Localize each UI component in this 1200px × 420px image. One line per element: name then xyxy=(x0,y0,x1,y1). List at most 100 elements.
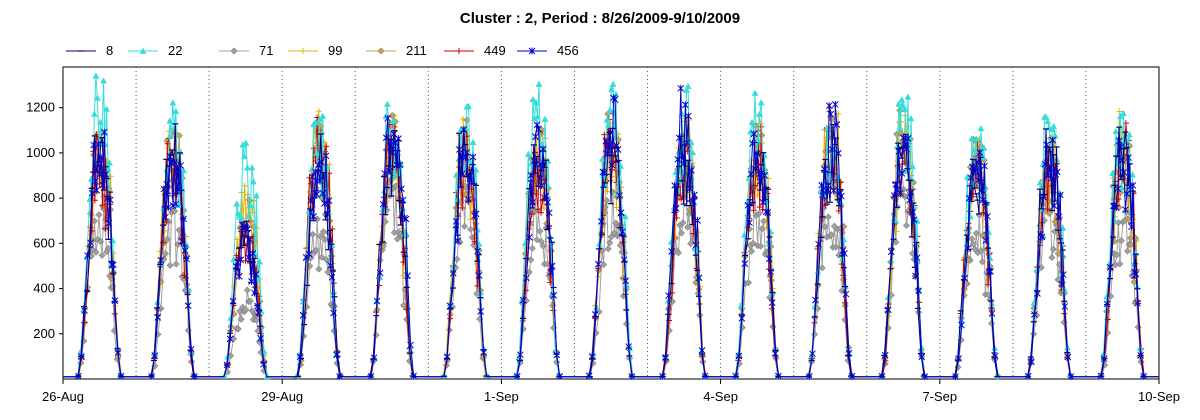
legend-label: 99 xyxy=(328,43,343,58)
series-point-71 xyxy=(604,245,612,253)
series-point-22 xyxy=(90,110,98,117)
series-point-71 xyxy=(977,247,985,255)
series-point-456 xyxy=(526,233,533,241)
series-point-22 xyxy=(245,211,253,219)
series-point-22 xyxy=(684,82,692,90)
series-point-22 xyxy=(529,95,537,103)
series-point-211 xyxy=(977,142,985,150)
series-point-71 xyxy=(1123,247,1132,255)
series-point-22 xyxy=(687,138,695,145)
series-point-71 xyxy=(687,240,695,248)
series-point-456 xyxy=(1128,223,1135,231)
series-point-22 xyxy=(621,212,629,220)
series-point-22 xyxy=(598,155,606,162)
series-point-71 xyxy=(821,223,829,231)
series-point-456 xyxy=(111,297,119,305)
series-point-456 xyxy=(322,152,330,160)
series-point-456 xyxy=(177,161,184,169)
series-point-22 xyxy=(103,105,110,112)
legend-swatch xyxy=(219,47,249,55)
series-point-71 xyxy=(321,235,329,244)
series-point-449 xyxy=(525,225,532,232)
x-tick-label: 10-Sep xyxy=(1138,389,1180,404)
x-tick-label: 4-Sep xyxy=(703,389,738,404)
series-point-456 xyxy=(474,247,481,255)
series-point-456 xyxy=(91,177,99,185)
series-point-456 xyxy=(162,213,169,221)
series-point-22 xyxy=(100,77,107,84)
series-point-456 xyxy=(547,268,555,276)
series-point-456 xyxy=(452,217,460,225)
series-point-449 xyxy=(236,254,243,261)
series-point-456 xyxy=(459,170,466,178)
series-point-456 xyxy=(548,262,556,270)
series-point-22 xyxy=(169,99,177,106)
series-point-456 xyxy=(688,166,695,174)
series-point-456 xyxy=(738,314,746,322)
series-point-456 xyxy=(475,272,483,280)
series-point-456 xyxy=(746,219,753,227)
series-point-456 xyxy=(463,148,471,156)
series-point-456 xyxy=(257,334,264,342)
series-point-456 xyxy=(1137,351,1144,359)
series-point-456 xyxy=(689,197,697,205)
series-point-22 xyxy=(104,165,112,172)
series-point-456 xyxy=(952,373,959,381)
series-point-22 xyxy=(612,90,620,98)
series-point-456 xyxy=(768,299,776,307)
series-point-71 xyxy=(595,308,603,316)
series-point-456 xyxy=(1064,353,1072,361)
series-point-71 xyxy=(528,244,536,252)
series-point-71 xyxy=(827,231,835,239)
series-point-456 xyxy=(446,302,454,310)
series-point-456 xyxy=(1056,191,1064,199)
series-point-456 xyxy=(744,201,752,209)
series-point-456 xyxy=(148,372,156,380)
series-point-456 xyxy=(594,260,602,268)
series-point-456 xyxy=(818,181,825,189)
series-point-456 xyxy=(529,198,536,206)
series-point-456 xyxy=(1119,156,1126,164)
series-point-456 xyxy=(316,177,324,185)
series-point-456 xyxy=(1067,372,1075,380)
legend-label: 71 xyxy=(259,43,274,58)
series-point-456 xyxy=(1112,204,1120,212)
series-point-22 xyxy=(524,150,532,157)
series-point-456 xyxy=(237,256,245,264)
series-point-71 xyxy=(744,279,753,287)
series-point-456 xyxy=(530,157,538,165)
series-point-456 xyxy=(299,311,307,319)
series-point-456 xyxy=(385,167,393,175)
series-point-456 xyxy=(887,248,895,256)
series-point-456 xyxy=(665,292,672,300)
series-point-456 xyxy=(683,139,691,147)
series-point-71 xyxy=(600,261,608,269)
series-point-22 xyxy=(383,100,391,107)
legend-swatch xyxy=(366,47,396,55)
series-point-456 xyxy=(388,148,396,156)
series-point-456 xyxy=(545,209,553,217)
series-point-456 xyxy=(884,306,892,314)
series-point-456 xyxy=(881,351,889,359)
series-point-456 xyxy=(625,343,633,351)
series-point-456 xyxy=(305,250,313,258)
series-point-71 xyxy=(171,207,179,215)
x-tick-label: 1-Sep xyxy=(484,389,519,404)
series-point-22 xyxy=(968,135,976,142)
series-point-456 xyxy=(539,145,547,153)
series-point-22 xyxy=(683,86,690,93)
series-point-456 xyxy=(921,373,929,381)
series-point-22 xyxy=(609,80,617,87)
series-point-71 xyxy=(747,247,756,255)
series-point-22 xyxy=(971,146,979,153)
series-point-456 xyxy=(765,255,773,263)
series-point-456 xyxy=(1027,358,1035,366)
series-point-71 xyxy=(237,315,245,323)
series-point-71 xyxy=(318,253,326,261)
series-point-99 xyxy=(613,204,620,211)
series-point-456 xyxy=(370,354,378,362)
series-point-456 xyxy=(330,309,337,317)
series-point-456 xyxy=(392,139,399,147)
series-point-456 xyxy=(248,277,255,285)
series-point-456 xyxy=(1117,143,1125,151)
